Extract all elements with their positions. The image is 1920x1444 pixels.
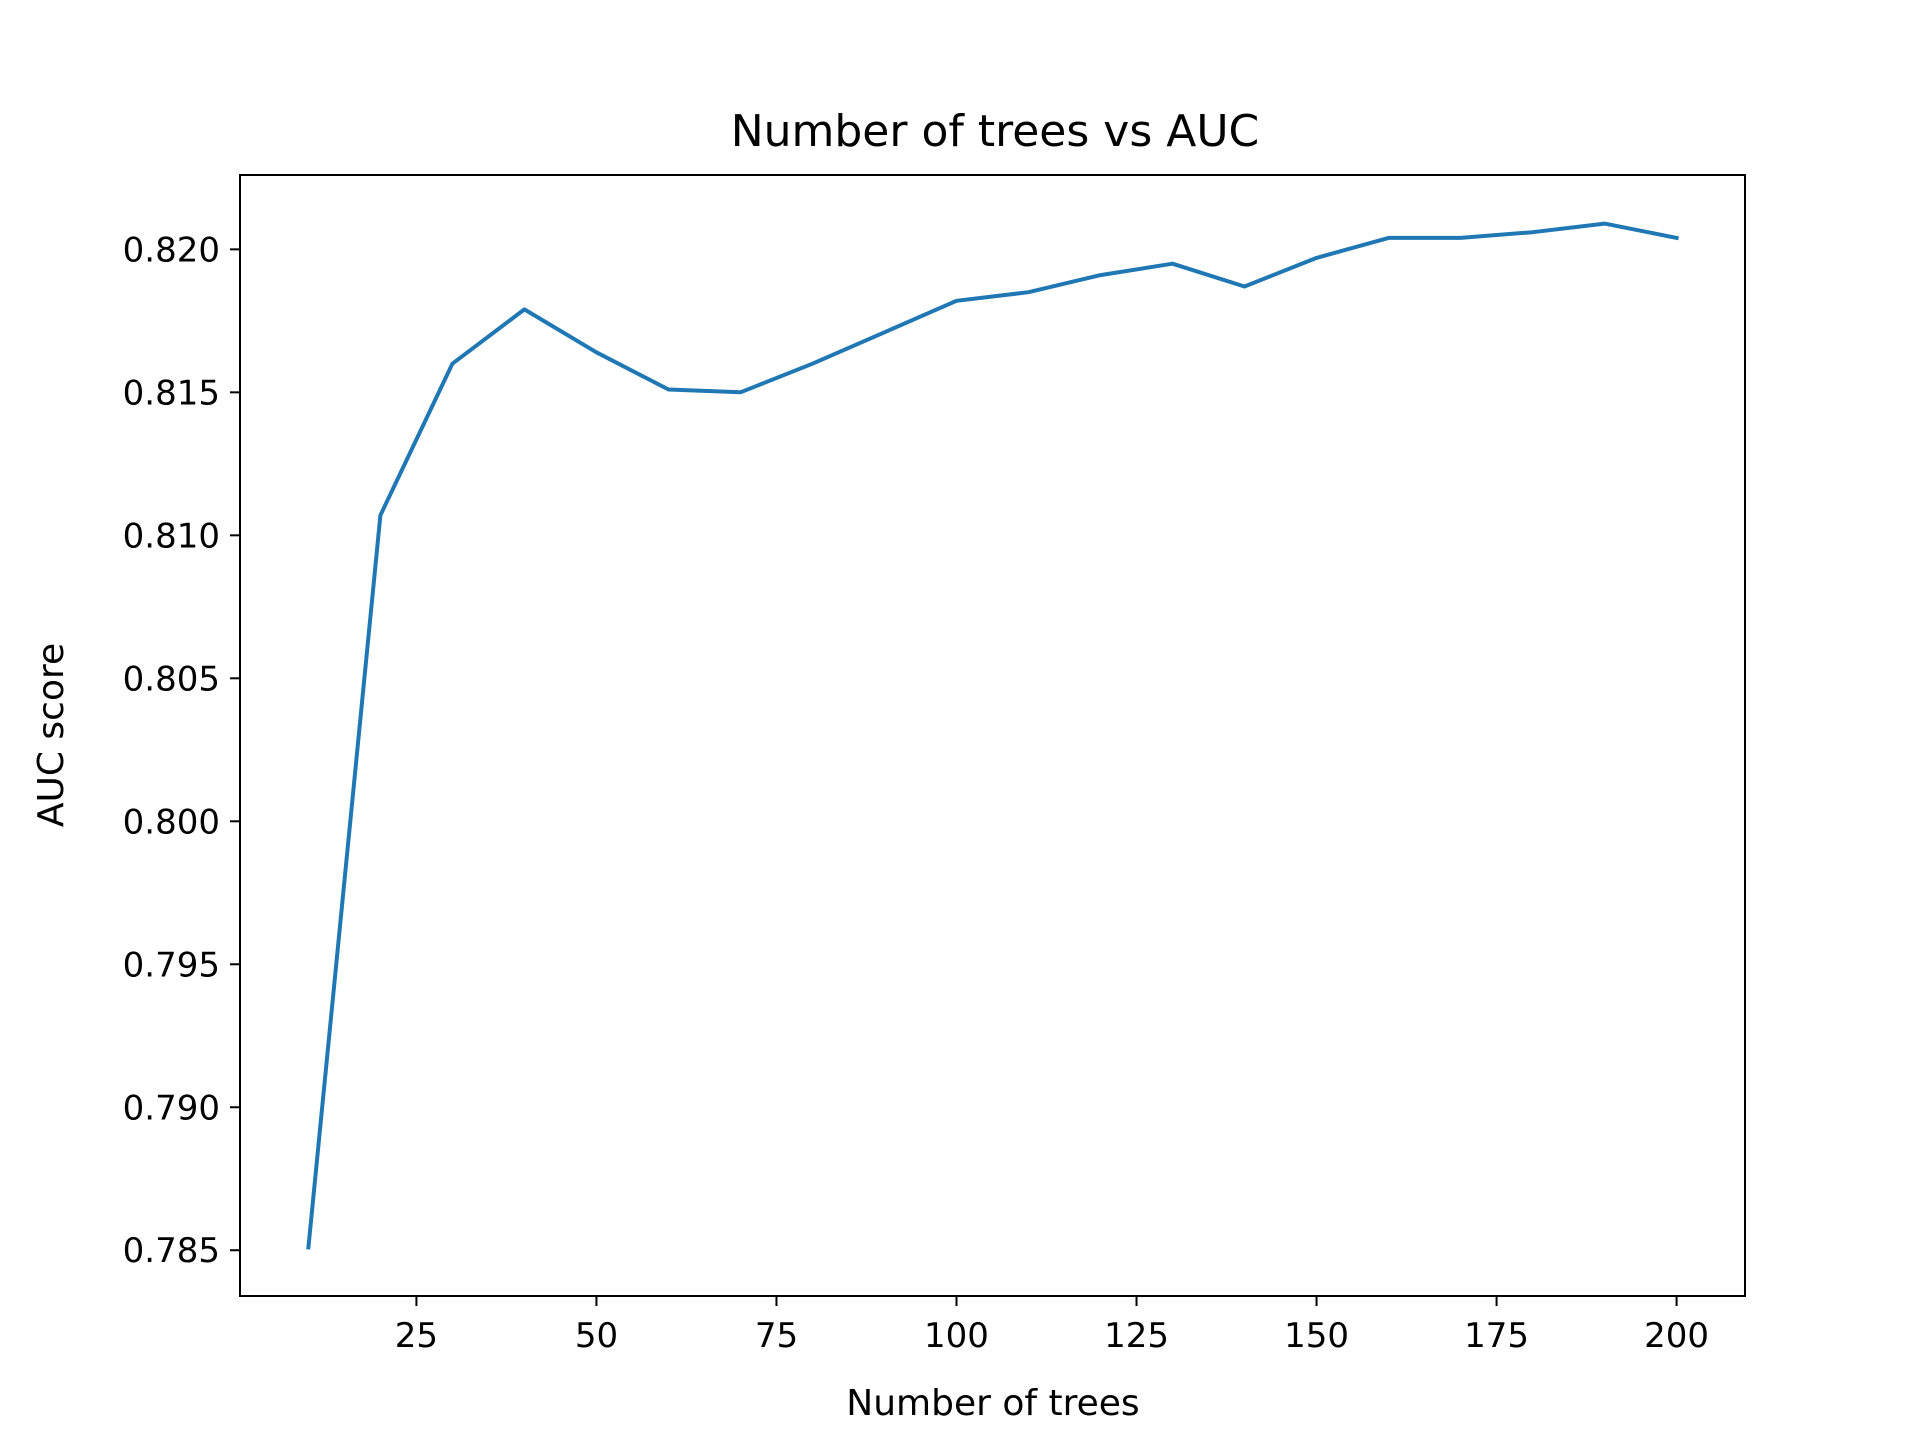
data-point [954, 298, 960, 304]
x-axis-ticks: 25 50 75 100 125 150 175 200 [395, 1296, 1709, 1356]
data-point [1026, 289, 1032, 295]
data-point [810, 361, 816, 367]
data-point [666, 387, 672, 393]
y-axis-ticks: 0.785 0.790 0.795 0.800 0.805 0.810 0.815 0.820 [123, 230, 240, 1271]
data-point [449, 361, 455, 367]
x-tick-label: 175 [1464, 1316, 1529, 1356]
data-point [1458, 235, 1464, 241]
data-point [882, 329, 888, 335]
x-tick-label: 25 [395, 1316, 438, 1356]
x-tick-label: 50 [575, 1316, 618, 1356]
data-point [1674, 235, 1680, 241]
x-tick-label: 200 [1644, 1316, 1709, 1356]
data-point [377, 512, 383, 518]
x-tick-label: 75 [755, 1316, 798, 1356]
series-line [306, 221, 1679, 1250]
y-tick-label: 0.785 [123, 1231, 220, 1271]
data-point [1170, 261, 1176, 267]
y-tick-label: 0.805 [123, 659, 220, 699]
x-tick-label: 125 [1104, 1316, 1169, 1356]
x-axis-label: Number of trees [846, 1383, 1139, 1424]
data-point [1098, 272, 1104, 278]
y-tick-label: 0.820 [123, 230, 220, 270]
y-tick-label: 0.795 [123, 945, 220, 985]
y-tick-label: 0.815 [123, 373, 220, 413]
data-point [1242, 284, 1248, 290]
data-point [738, 389, 744, 395]
x-tick-label: 150 [1284, 1316, 1349, 1356]
chart-title: Number of trees vs AUC [731, 106, 1260, 157]
data-point [1530, 229, 1536, 235]
data-point [1386, 235, 1392, 241]
y-tick-label: 0.790 [123, 1088, 220, 1128]
data-point [1602, 221, 1608, 227]
series-layer [305, 221, 1680, 1250]
y-axis-label: AUC score [31, 643, 72, 827]
x-tick-label: 100 [924, 1316, 989, 1356]
data-point [305, 1244, 311, 1250]
y-tick-label: 0.810 [123, 516, 220, 556]
plot-frame [239, 174, 1746, 1297]
data-point [521, 306, 527, 312]
data-point [593, 349, 599, 355]
y-tick-label: 0.800 [123, 802, 220, 842]
data-point [1314, 255, 1320, 261]
